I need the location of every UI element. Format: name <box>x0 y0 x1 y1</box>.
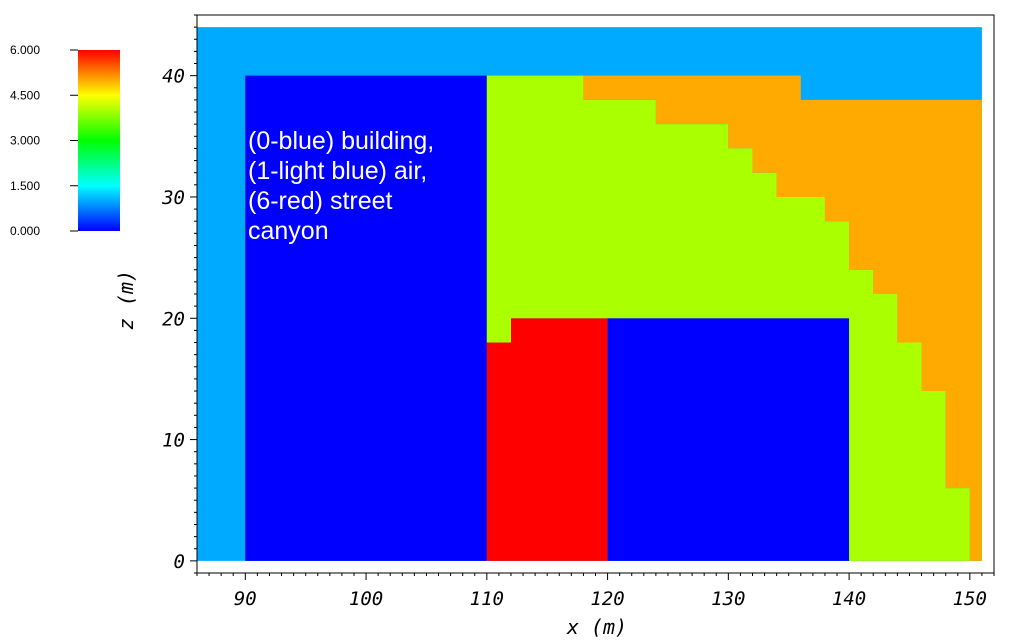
colorbar-tick-label: 0.000 <box>10 224 40 238</box>
annotation-line: canyon <box>248 217 329 245</box>
x-tick-label: 110 <box>470 588 504 610</box>
region-value-4 <box>486 75 970 561</box>
x-tick-label: 130 <box>711 588 745 610</box>
annotation-line: (0-blue) building, <box>248 127 435 155</box>
x-tick-label: 100 <box>349 588 383 610</box>
region-value-0 <box>245 75 487 561</box>
y-axis-title: z (m) <box>114 270 138 330</box>
axes: 90 100 110 120 130 140 150 0 10 20 30 40 <box>161 14 995 610</box>
colorbar-tick-label: 1.500 <box>10 179 40 193</box>
colorbar-tick-label: 3.000 <box>10 134 40 148</box>
region-value-6 <box>486 318 608 561</box>
annotation: (0-blue) building, (1-light blue) air, (… <box>248 126 498 246</box>
colorbar-gradient <box>78 50 120 231</box>
colorbar-tick-label: 6.000 <box>10 43 40 57</box>
region-value-5 <box>583 75 982 561</box>
y-tick-label: 0 <box>174 551 185 573</box>
annotation-line: (1-light blue) air, <box>248 157 428 185</box>
x-tick-label: 120 <box>590 588 624 610</box>
x-axis-title: x (m) <box>566 615 627 639</box>
y-tick-label: 20 <box>162 308 185 330</box>
colorbar: 6.000 4.500 3.000 1.500 0.000 <box>10 43 120 238</box>
x-tick-label: 90 <box>234 588 257 610</box>
y-tick-label: 40 <box>162 66 185 88</box>
annotation-line: (6-red) street <box>248 187 393 215</box>
y-tick-label: 30 <box>161 187 185 209</box>
region-value-0 <box>607 318 850 561</box>
x-tick-label: 150 <box>953 588 987 610</box>
y-tick-label: 10 <box>162 430 185 452</box>
colorbar-tick-label: 4.500 <box>10 88 40 102</box>
plot-area <box>197 27 982 561</box>
x-tick-label: 140 <box>832 588 866 610</box>
